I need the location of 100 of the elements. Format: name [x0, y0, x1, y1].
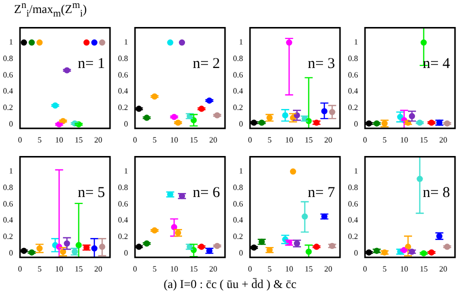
- y-tick-label: 0.8: [233, 54, 243, 63]
- x-tick-label: 15: [190, 264, 198, 274]
- y-tick-label: 0.2: [233, 103, 243, 112]
- y-tick-label: 0.2: [348, 103, 358, 112]
- point: [91, 39, 98, 46]
- y-tick-label: 0.2: [233, 232, 243, 242]
- annotation: n= 5: [78, 184, 105, 201]
- point: [178, 39, 186, 46]
- y-tick-label: 1: [354, 166, 358, 176]
- y-tick-label: 0.2: [3, 103, 13, 112]
- x-tick-label: 0: [18, 135, 22, 144]
- y-tick-label: 0.2: [118, 103, 128, 112]
- y-tick-label: 0: [354, 119, 358, 128]
- x-tick-label: 15: [420, 264, 428, 274]
- y-tick-label: 0: [239, 248, 243, 258]
- x-tick-label: 10: [170, 135, 178, 144]
- y-tick-label: 0.2: [118, 232, 128, 242]
- x-tick-label: 0: [248, 135, 252, 144]
- x-tick-label: 10: [55, 264, 64, 274]
- point: [20, 39, 28, 46]
- y-tick-label: 1: [239, 38, 243, 47]
- y-tick-label: 0.8: [348, 182, 358, 192]
- y-tick-label: 0.4: [3, 216, 13, 225]
- x-tick-label: 15: [304, 264, 313, 274]
- x-tick-label: 15: [304, 135, 313, 144]
- y-tick-label: 0.8: [118, 54, 128, 63]
- x-tick-label: 5: [382, 135, 387, 144]
- x-tick-label: 20: [209, 135, 218, 144]
- point: [36, 39, 43, 46]
- y-tick-label: 0.2: [348, 232, 358, 242]
- x-tick-label: 15: [420, 135, 428, 144]
- y-tick-label: 0.8: [233, 182, 243, 192]
- y-tick-label: 0.6: [348, 70, 358, 80]
- x-tick-label: 5: [38, 135, 42, 144]
- x-tick-label: 10: [400, 135, 408, 144]
- y-tick-label: 0.6: [348, 199, 358, 208]
- y-tick-label: 1: [9, 38, 13, 47]
- x-tick-label: 10: [285, 135, 294, 144]
- y-tick-label: 0: [354, 248, 358, 258]
- annotation: n= 6: [192, 184, 220, 201]
- y-tick-label: 0: [9, 119, 13, 128]
- x-tick-label: 5: [382, 264, 387, 274]
- y-tick-label: 0.4: [348, 216, 358, 225]
- annotation: n= 4: [422, 56, 450, 72]
- annotation: n= 7: [308, 184, 336, 201]
- x-tick-label: 20: [94, 264, 102, 274]
- y-tick-label: 0.4: [118, 86, 128, 96]
- y-tick-label: 0.4: [233, 86, 243, 96]
- x-tick-label: 15: [190, 135, 198, 144]
- x-tick-label: 10: [170, 264, 178, 274]
- annotation: n= 1: [78, 56, 105, 72]
- x-tick-label: 0: [18, 264, 22, 274]
- x-tick-label: 20: [439, 135, 448, 144]
- y-tick-label: 0.8: [348, 54, 358, 63]
- y-tick-label: 0.6: [118, 199, 128, 208]
- x-tick-label: 10: [400, 264, 408, 274]
- x-tick-label: 0: [363, 135, 367, 144]
- y-tick-label: 0.6: [233, 199, 243, 208]
- x-tick-label: 15: [74, 135, 83, 144]
- x-tick-label: 20: [324, 264, 332, 274]
- annotation: n= 3: [308, 56, 335, 72]
- y-tick-label: 0.6: [3, 199, 13, 208]
- y-tick-label: 0: [124, 248, 128, 258]
- point: [99, 39, 106, 46]
- x-tick-label: 0: [133, 264, 137, 274]
- x-tick-label: 0: [248, 264, 252, 274]
- y-tick-label: 1: [9, 166, 13, 176]
- x-tick-label: 0: [363, 264, 367, 274]
- point: [28, 39, 35, 46]
- x-tick-label: 20: [439, 264, 448, 274]
- x-tick-label: 5: [38, 264, 42, 274]
- y-tick-label: 0.6: [118, 70, 128, 80]
- x-tick-label: 5: [268, 135, 272, 144]
- y-tick-label: 1: [124, 166, 128, 176]
- y-tick-label: 0.4: [233, 216, 243, 225]
- y-tick-label: 1: [124, 38, 128, 47]
- y-tick-label: 0: [9, 248, 13, 258]
- y-tick-label: 0.6: [3, 70, 13, 80]
- y-tick-label: 0: [239, 119, 243, 128]
- x-tick-label: 20: [209, 264, 218, 274]
- y-tick-label: 0: [124, 119, 128, 128]
- x-tick-label: 5: [268, 264, 272, 274]
- y-tick-label: 0.6: [233, 70, 243, 80]
- y-tick-label: 1: [354, 38, 358, 47]
- y-tick-label: 0.2: [3, 232, 13, 242]
- x-tick-label: 15: [74, 264, 83, 274]
- x-tick-label: 20: [94, 135, 102, 144]
- x-tick-label: 5: [152, 264, 157, 274]
- y-tick-label: 0.4: [118, 216, 128, 225]
- point: [83, 39, 90, 46]
- x-tick-label: 5: [152, 135, 157, 144]
- y-tick-label: 0.8: [118, 182, 128, 192]
- x-tick-label: 10: [285, 264, 294, 274]
- y-tick-label: 1: [239, 166, 243, 176]
- text: Z$^{n}$$_{i}$/max$_{m}$(Z$^{m}$$_{i}$): [14, 0, 87, 20]
- y-tick-label: 0.4: [348, 86, 358, 96]
- y-tick-label: 0.4: [3, 86, 13, 96]
- x-tick-label: 20: [324, 135, 332, 144]
- point: [167, 39, 174, 46]
- y-tick-label: 0.8: [3, 54, 13, 63]
